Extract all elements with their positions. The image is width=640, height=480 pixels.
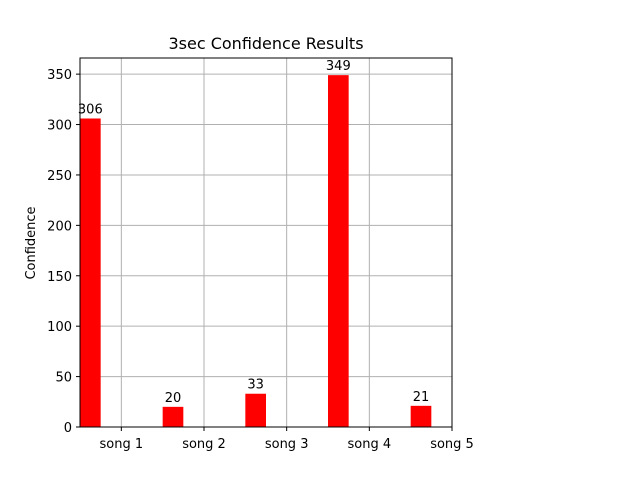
x-tick-label: song 3 xyxy=(265,437,309,452)
bars xyxy=(80,75,432,427)
y-tick-label: 50 xyxy=(55,371,72,386)
x-tick-label: song 1 xyxy=(100,437,144,452)
x-tick-label: song 5 xyxy=(430,437,474,452)
y-tick-label: 250 xyxy=(47,169,72,184)
y-tick-label: 200 xyxy=(47,219,72,234)
bar xyxy=(328,75,349,427)
bar xyxy=(80,118,101,427)
x-tick-label: song 2 xyxy=(182,437,226,452)
chart-title: 3sec Confidence Results xyxy=(168,34,363,53)
bar xyxy=(410,405,432,427)
bar-value-label: 349 xyxy=(326,59,351,74)
y-tick-label: 0 xyxy=(64,421,72,436)
x-tick-label: song 4 xyxy=(348,437,392,452)
y-axis-label: Confidence xyxy=(24,206,39,279)
y-tick-label: 150 xyxy=(47,270,72,285)
bar xyxy=(245,393,266,427)
y-axis: 0 50 100 150 200 250 300 350 xyxy=(47,68,80,436)
bar xyxy=(162,406,184,427)
grid-lines xyxy=(80,58,452,428)
y-tick-label: 350 xyxy=(47,68,72,83)
bar-value-label: 21 xyxy=(413,390,430,405)
x-axis: song 1 song 2 song 3 song 4 song 5 xyxy=(100,427,474,452)
y-tick-label: 300 xyxy=(47,119,72,134)
bar-value-label: 20 xyxy=(165,391,182,406)
bar-value-label: 33 xyxy=(247,378,264,393)
plot-frame xyxy=(79,57,453,428)
y-tick-label: 100 xyxy=(47,320,72,335)
bar-value-label: 306 xyxy=(78,102,103,117)
data-labels: 306 20 33 349 21 xyxy=(78,59,429,406)
